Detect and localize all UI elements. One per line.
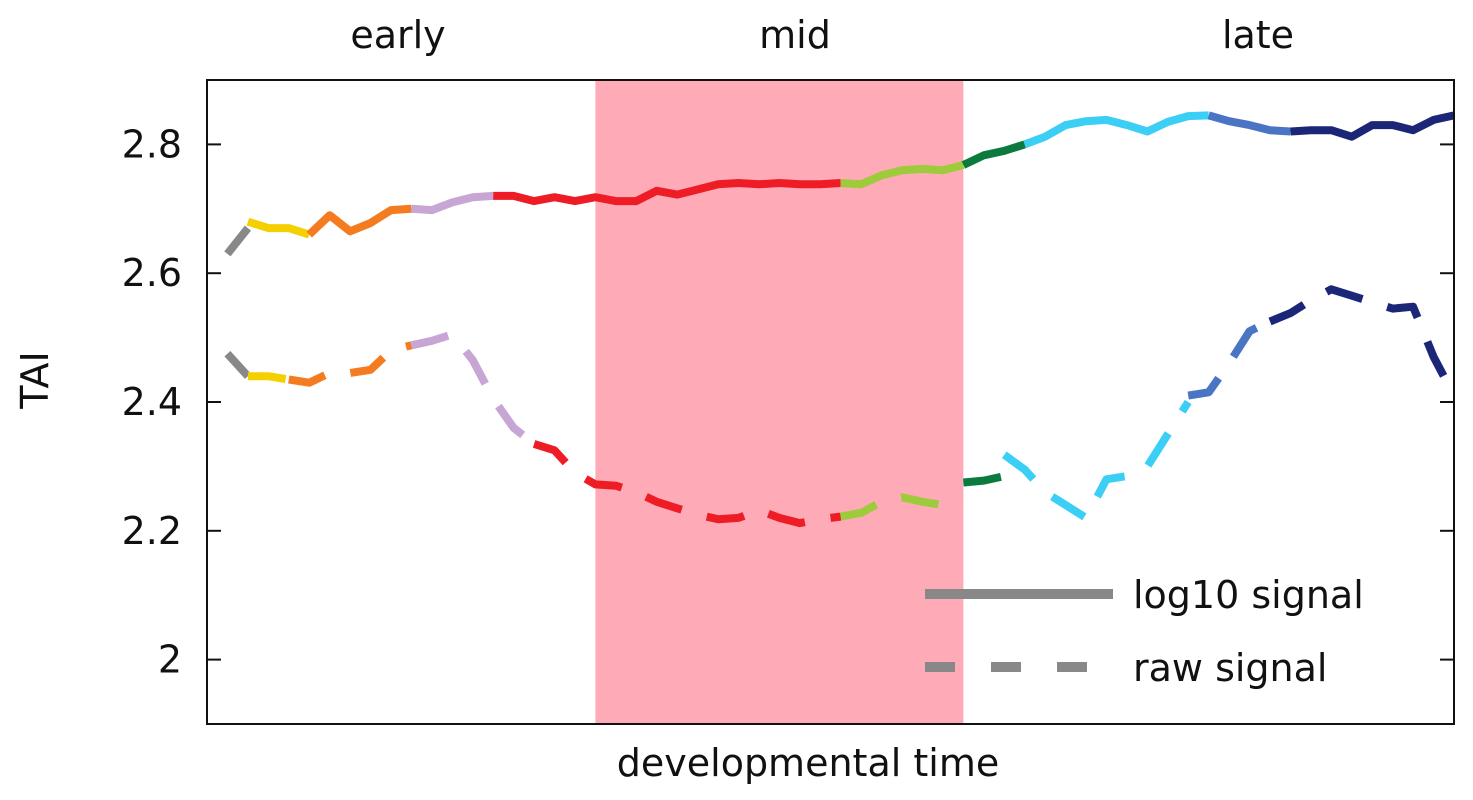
legend-label-log10-signal: log10 signal [1133, 573, 1364, 617]
y-tick-label: 2 [158, 638, 182, 682]
legend-label-raw-signal: raw signal [1133, 646, 1327, 690]
series-raw-signal-segment-0 [224, 351, 251, 379]
region-label-late: late [1222, 13, 1294, 57]
series-log10-signal-segment-2 [306, 204, 412, 238]
series-raw-signal-segment-6 [963, 472, 1006, 487]
series-raw-signal-segment-2 [288, 341, 413, 387]
y-tick-label: 2.4 [122, 380, 182, 424]
series-log10-signal-segment-0 [224, 225, 252, 257]
series-layer [224, 111, 1458, 528]
region-label-mid: mid [759, 13, 831, 57]
series-raw-signal-segment-5 [839, 493, 965, 521]
series-log10-signal [224, 111, 1455, 257]
series-log10-signal-segment-6 [961, 140, 1026, 169]
series-raw-signal-segment-3 [410, 330, 537, 448]
series-log10-signal-segment-3 [411, 191, 494, 215]
series-raw-signal-segment-4 [532, 440, 842, 528]
series-log10-signal-segment-1 [246, 217, 311, 239]
series-raw-signal-segment-1 [247, 372, 290, 384]
series-log10-signal-segment-7 [1023, 111, 1209, 149]
series-log10-signal-segment-8 [1207, 111, 1291, 136]
y-tick-layer: 2 2.2 2.4 2.6 2.8 [122, 122, 1454, 682]
series-raw-signal-segment-9 [1268, 285, 1458, 398]
series-log10-signal-segment-4 [493, 179, 841, 206]
highlight-band-layer [595, 80, 964, 724]
series-log10-signal-segment-9 [1290, 111, 1455, 141]
series-raw-signal [224, 285, 1458, 528]
y-tick-label: 2.6 [122, 251, 182, 295]
series-raw-signal-segment-7 [1001, 399, 1192, 522]
x-axis-title: developmental time [617, 741, 999, 785]
legend: log10 signal raw signal [925, 573, 1364, 690]
y-tick-label: 2.8 [122, 122, 182, 166]
y-tick-label: 2.2 [122, 509, 182, 553]
mid-highlight-band [595, 80, 964, 724]
y-axis-title: TAI [13, 351, 57, 409]
series-raw-signal-segment-8 [1187, 317, 1272, 400]
series-log10-signal-segment-5 [840, 161, 965, 189]
region-label-early: early [350, 13, 445, 57]
